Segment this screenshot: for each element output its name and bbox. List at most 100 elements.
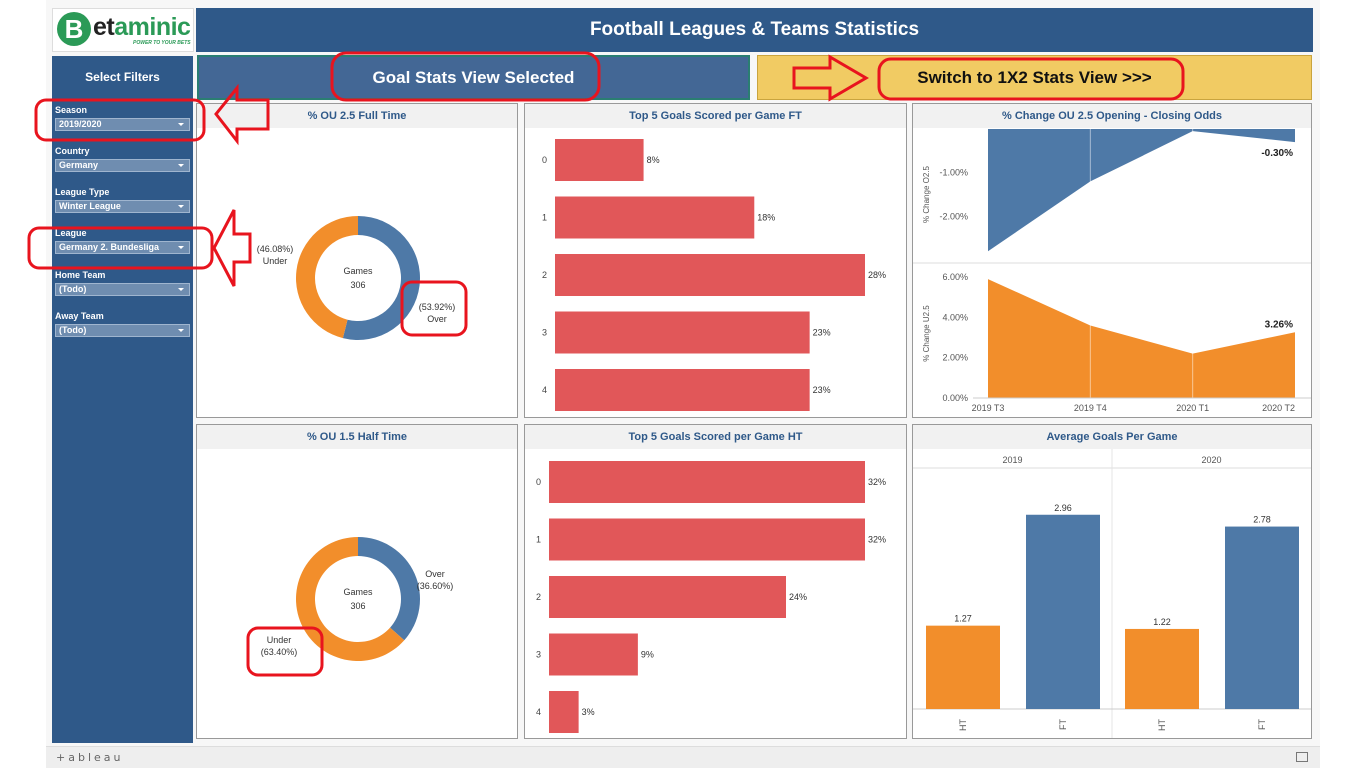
x-tick-label: 2019 T3 bbox=[972, 403, 1005, 413]
fullscreen-icon[interactable] bbox=[1296, 752, 1308, 762]
area-chart-odds-change: -1.00% -2.00% % Change O2.5 -0.30% 6.00% 4.00… bbox=[913, 129, 1311, 413]
y-tick-label: 6.00% bbox=[942, 272, 968, 282]
bar-value-label: 9% bbox=[641, 650, 654, 660]
bar bbox=[1026, 514, 1100, 709]
bar bbox=[555, 369, 810, 411]
category-tick-label: FT bbox=[1257, 719, 1267, 730]
goal-stats-view-button[interactable]: Goal Stats View Selected bbox=[197, 55, 750, 100]
panel-title: % Change OU 2.5 Opening - Closing Odds bbox=[913, 104, 1311, 128]
y-tick-label: -1.00% bbox=[939, 168, 968, 178]
bar bbox=[926, 625, 1000, 709]
panel-ou25-ft: % OU 2.5 Full Time Games 306 (46.08%) Under… bbox=[196, 103, 518, 418]
donut-slice-label: Under bbox=[263, 256, 288, 266]
bar-value-label: 8% bbox=[647, 155, 660, 165]
donut-center-value: 306 bbox=[350, 280, 365, 290]
donut-chart-ou25-ft: Games 306 (46.08%) Under (53.92%) Over bbox=[257, 216, 456, 340]
category-tick-label: 1 bbox=[536, 535, 541, 545]
category-tick-label: 1 bbox=[542, 213, 547, 223]
category-tick-label: 4 bbox=[542, 385, 547, 395]
filter-away-team-label: Away Team bbox=[55, 311, 104, 321]
bar bbox=[549, 461, 865, 503]
bar-value-label: 23% bbox=[813, 328, 831, 338]
chevron-down-icon bbox=[178, 329, 184, 332]
panel-title: Average Goals Per Game bbox=[913, 425, 1311, 449]
bar bbox=[555, 196, 755, 239]
filter-away-team-select[interactable]: (Todo) bbox=[55, 324, 190, 337]
logo-tagline: POWER TO YOUR BETS bbox=[133, 40, 191, 46]
y-axis-label: % Change U2.5 bbox=[922, 305, 931, 362]
bar-chart-avg-goals: 2019 1.27 HT 2.96 FT 2020 1.22 HT 2.78 FT bbox=[913, 449, 1311, 738]
filter-season-select[interactable]: 2019/2020 bbox=[55, 118, 190, 131]
panel-odds-change: % Change OU 2.5 Opening - Closing Odds -… bbox=[912, 103, 1312, 418]
donut-center-label: Games bbox=[343, 587, 373, 597]
panel-title: % OU 1.5 Half Time bbox=[197, 425, 517, 449]
bar bbox=[549, 691, 579, 733]
filter-league-type-label: League Type bbox=[55, 187, 110, 197]
group-header-label: 2020 bbox=[1201, 455, 1221, 465]
filter-league-type-select[interactable]: Winter League bbox=[55, 200, 190, 213]
bar-value-label: 3% bbox=[582, 707, 595, 717]
donut-slice-label: Over bbox=[425, 569, 445, 579]
series-end-label: -0.30% bbox=[1261, 148, 1293, 159]
filter-season-label: Season bbox=[55, 105, 88, 115]
donut-slice-label: (53.92%) bbox=[419, 302, 456, 312]
chevron-down-icon bbox=[178, 123, 184, 126]
bar bbox=[555, 139, 644, 181]
bar-value-label: 32% bbox=[868, 535, 886, 545]
dashboard-title: Football Leagues & Teams Statistics bbox=[196, 8, 1313, 52]
x-tick-label: 2020 T2 bbox=[1262, 403, 1295, 413]
series-end-label: 3.26% bbox=[1265, 319, 1293, 330]
category-tick-label: 0 bbox=[536, 477, 541, 487]
x-tick-label: 2019 T4 bbox=[1074, 403, 1107, 413]
filter-home-team-label: Home Team bbox=[55, 270, 106, 280]
category-tick-label: FT bbox=[1058, 719, 1068, 730]
donut-center-value: 306 bbox=[350, 601, 365, 611]
switch-1x2-view-button[interactable]: Switch to 1X2 Stats View >>> bbox=[757, 55, 1312, 100]
donut-chart-ou15-ht: Games 306 Over (36.60%) Under (63.40%) bbox=[261, 537, 454, 661]
donut-center-label: Games bbox=[343, 266, 373, 276]
category-tick-label: 3 bbox=[542, 328, 547, 338]
donut-slice-label: Under bbox=[267, 635, 292, 645]
bar bbox=[555, 254, 865, 296]
group-header-label: 2019 bbox=[1002, 455, 1022, 465]
bar-value-label: 32% bbox=[868, 477, 886, 487]
bar-value-label: 24% bbox=[789, 592, 807, 602]
panel-ou15-ht: % OU 1.5 Half Time Games 306 Over (36.60%) U… bbox=[196, 424, 518, 739]
filters-title: Select Filters bbox=[85, 70, 160, 84]
bar bbox=[549, 576, 786, 618]
logo-text: etaminic bbox=[93, 13, 191, 41]
y-axis-label: % Change O2.5 bbox=[922, 165, 931, 222]
filter-league-select[interactable]: Germany 2. Bundesliga bbox=[55, 241, 190, 254]
bar bbox=[555, 311, 810, 354]
donut-slice-label: (63.40%) bbox=[261, 647, 298, 657]
panel-title: % OU 2.5 Full Time bbox=[197, 104, 517, 128]
tableau-logo[interactable]: +ableau bbox=[56, 751, 124, 764]
panel-top5-ft: Top 5 Goals Scored per Game FT 0 8% 1 18% 2 2… bbox=[524, 103, 907, 418]
bar bbox=[1225, 526, 1299, 709]
panel-title: Top 5 Goals Scored per Game HT bbox=[525, 425, 906, 449]
bar-value-label: 1.27 bbox=[954, 614, 972, 624]
donut-slice-label: (46.08%) bbox=[257, 244, 294, 254]
y-tick-label: 2.00% bbox=[942, 353, 968, 363]
y-tick-label: -2.00% bbox=[939, 211, 968, 221]
filters-sidebar: Select Filters Season 2019/2020 Country … bbox=[52, 56, 193, 743]
bar-value-label: 18% bbox=[757, 213, 775, 223]
filter-country-select[interactable]: Germany bbox=[55, 159, 190, 172]
category-tick-label: HT bbox=[958, 719, 968, 731]
bar-value-label: 28% bbox=[868, 270, 886, 280]
panel-title: Top 5 Goals Scored per Game FT bbox=[525, 104, 906, 128]
bar-chart-top5-ft: 0 8% 1 18% 2 28% 3 23% 4 23% bbox=[542, 139, 886, 411]
donut-slice-label: (36.60%) bbox=[417, 581, 454, 591]
filter-home-team-select[interactable]: (Todo) bbox=[55, 283, 190, 296]
bar-value-label: 2.96 bbox=[1054, 503, 1072, 513]
panel-top5-ht: Top 5 Goals Scored per Game HT 0 32% 1 32% 2… bbox=[524, 424, 907, 739]
category-tick-label: 3 bbox=[536, 650, 541, 660]
betaminic-logo[interactable]: B etaminic POWER TO YOUR BETS bbox=[52, 8, 194, 52]
category-tick-label: HT bbox=[1157, 719, 1167, 731]
donut-slice-over bbox=[358, 537, 420, 641]
category-tick-label: 0 bbox=[542, 155, 547, 165]
y-tick-label: 0.00% bbox=[942, 393, 968, 403]
tableau-footer: +ableau bbox=[46, 746, 1320, 768]
panel-avg-goals: Average Goals Per Game 2019 1.27 HT 2.96 FT 2… bbox=[912, 424, 1312, 739]
bar bbox=[549, 633, 638, 676]
